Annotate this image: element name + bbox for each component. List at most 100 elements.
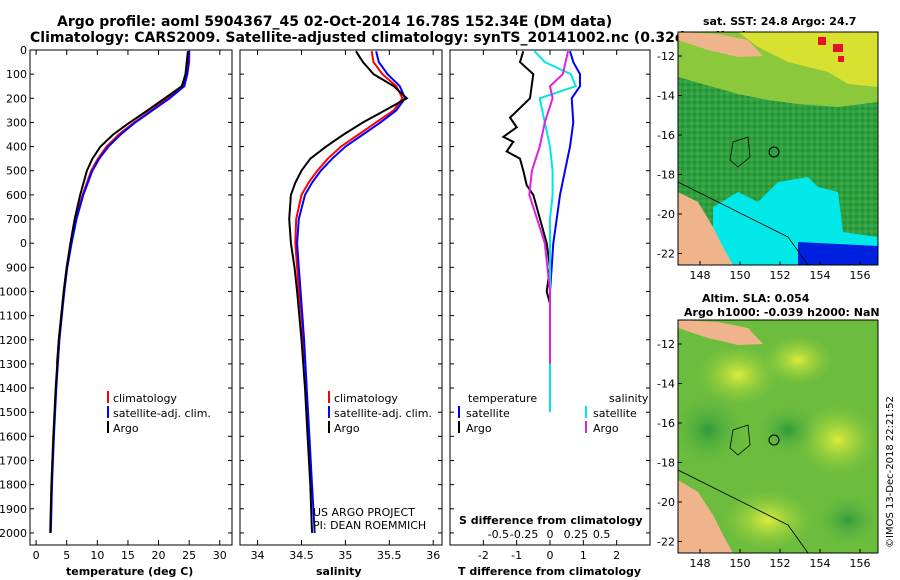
depth-tick-label: 1200 xyxy=(0,334,27,347)
sst-land xyxy=(678,192,733,265)
sla-high-anomaly xyxy=(798,405,878,475)
depth-tick-label: 100 xyxy=(6,68,27,81)
s-difference-axis-label: S difference from climatology xyxy=(459,514,643,527)
depth-tick-label: 1700 xyxy=(0,454,27,467)
sla-map-image xyxy=(678,320,878,553)
sla-land-north xyxy=(678,320,763,345)
depth-tick-label: 1600 xyxy=(0,430,27,443)
x-tick-label: 1 xyxy=(580,549,587,562)
sla-map: Altim. SLA: 0.054 Argo h1000: -0.039 h20… xyxy=(657,292,880,570)
x-tick-label: 30 xyxy=(213,549,227,562)
sst-hot-pixel xyxy=(833,44,843,52)
map-lon-label: 154 xyxy=(810,269,831,282)
difference-y-ticks xyxy=(450,49,650,534)
t-difference-axis-label: T difference from climatology xyxy=(458,565,641,578)
map-lat-label: -20 xyxy=(657,496,675,509)
map-lon-label: 148 xyxy=(690,269,711,282)
map-lon-label: 156 xyxy=(850,269,871,282)
sst-hot-pixel xyxy=(838,56,844,62)
salinity-axis-label: salinity xyxy=(316,565,362,578)
depth-tick-label: 600 xyxy=(6,189,27,202)
series-t-argo xyxy=(501,50,552,304)
series-argo xyxy=(288,50,409,533)
credit-pi: PI: DEAN ROEMMICH xyxy=(313,519,426,532)
sla-high-anomaly xyxy=(723,490,813,550)
salinity-axes-box xyxy=(239,49,443,546)
series-satellite-adj-clim xyxy=(49,51,191,533)
map-lon-label: 152 xyxy=(770,557,791,570)
map-lat-label: -18 xyxy=(657,169,675,182)
legend-label-s-argo: Argo xyxy=(593,422,619,435)
x-tick-label: 0 xyxy=(547,549,554,562)
temperature-legend: climatology satellite-adj. clim. Argo xyxy=(107,391,211,435)
legend-label-climatology: climatology xyxy=(113,392,177,405)
depth-tick-label: 1500 xyxy=(0,406,27,419)
map-lat-label: -12 xyxy=(657,338,675,351)
sla-map-frame xyxy=(677,319,879,554)
depth-tick-label: 300 xyxy=(6,116,27,129)
x-tick-label: -2 xyxy=(478,549,489,562)
s-tick-label: 0.5 xyxy=(593,528,611,541)
difference-series xyxy=(501,50,581,413)
sst-map: sat. SST: 24.8 Argo: 24.7 xyxy=(657,15,879,282)
legend-label-satellite: satellite-adj. clim. xyxy=(113,407,211,420)
legend-label-argo: Argo xyxy=(334,422,360,435)
sla-argo-marker xyxy=(768,434,780,446)
map-lat-label: -14 xyxy=(657,378,675,391)
legend-title-salinity: salinity xyxy=(609,392,649,405)
sla-title-line-2: Argo h1000: -0.039 h2000: NaN xyxy=(684,306,880,319)
sst-map-frame xyxy=(677,31,879,266)
depth-tick-label: 1800 xyxy=(0,479,27,492)
temperature-series xyxy=(49,51,191,533)
difference-legend: temperature salinity satellite Argo sate… xyxy=(458,392,649,435)
map-lon-label: 150 xyxy=(730,557,751,570)
s-tick-label: -0.25 xyxy=(510,528,538,541)
temperature-axes-box xyxy=(29,49,233,546)
map-lon-label: 154 xyxy=(810,557,831,570)
depth-tick-label: 400 xyxy=(6,141,27,154)
map-lat-label: -20 xyxy=(657,208,675,221)
s-tick-label: 0 xyxy=(547,528,554,541)
depth-tick-label: 1100 xyxy=(0,310,27,323)
depth-axis: 0 100 200 300 400 500 600 700 0 900 1000 1100 1200 13… xyxy=(0,44,232,540)
x-tick-label: 34.5 xyxy=(289,549,314,562)
map-lat-label: -18 xyxy=(657,457,675,470)
map-lon-label: 156 xyxy=(850,557,871,570)
sst-argo-marker xyxy=(768,146,780,158)
series-t-satellite xyxy=(549,50,581,364)
sst-map-axes: 148 150 152 154 156 -12 -14 -16 -18 -20 -22 xyxy=(657,50,870,282)
series-s-argo xyxy=(528,50,570,364)
sst-hot-pixel xyxy=(818,37,826,45)
s-tick-label: -0.5 xyxy=(488,528,509,541)
salinity-x-axis: 34 34.5 35 35.5 36 xyxy=(251,50,440,562)
x-tick-label: 5 xyxy=(63,549,70,562)
sst-reef-outline xyxy=(729,136,751,168)
legend-label-s-satellite: satellite xyxy=(593,407,637,420)
depth-tick-label: 1000 xyxy=(0,285,27,298)
sla-title-line-1: Altim. SLA: 0.054 xyxy=(702,292,810,305)
sst-shelf-contour xyxy=(678,181,809,265)
sla-map-axes: 148 150 152 154 156 -12 -14 -16 -18 -20 -22 xyxy=(657,338,870,570)
salinity-panel: 34 34.5 35 35.5 36 salinity climatology sate… xyxy=(239,49,443,578)
sst-cool-zone xyxy=(713,177,878,265)
sla-low-anomaly xyxy=(678,395,743,465)
map-lon-label: 152 xyxy=(770,269,791,282)
salinity-legend: climatology satellite-adj. clim. Argo xyxy=(328,391,432,435)
depth-tick-label: 2000 xyxy=(0,527,27,540)
salinity-series xyxy=(288,50,409,533)
title-line-1: Argo profile: aoml 5904367_45 02-Oct-201… xyxy=(57,14,612,30)
depth-tick-label: 200 xyxy=(6,92,27,105)
credit-project: US ARGO PROJECT xyxy=(313,506,415,519)
sla-land xyxy=(678,480,733,553)
x-tick-label: 0 xyxy=(33,549,40,562)
sst-map-image xyxy=(678,32,878,265)
x-tick-label: 15 xyxy=(121,549,135,562)
x-tick-label: 35 xyxy=(338,549,352,562)
legend-title-temperature: temperature xyxy=(468,392,537,405)
s-tick-label: 0.25 xyxy=(564,528,589,541)
sst-cold-zone xyxy=(798,242,878,265)
map-lat-label: -22 xyxy=(657,248,675,261)
sla-high-anomaly xyxy=(763,335,833,385)
series-climatology xyxy=(294,51,404,364)
